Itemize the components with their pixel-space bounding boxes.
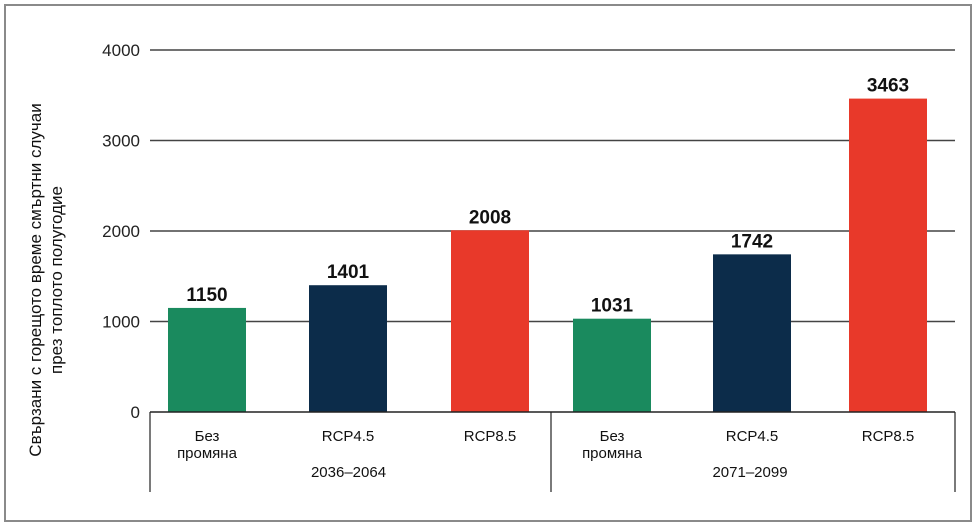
group-label: 2036–2064 [311, 464, 386, 481]
bar [713, 254, 791, 412]
category-label: Без [600, 428, 625, 445]
y-tick-label: 2000 [102, 222, 140, 241]
bar [573, 318, 651, 412]
data-label: 3463 [867, 76, 909, 97]
data-label: 2008 [469, 207, 511, 228]
category-label: промяна [177, 445, 238, 462]
category-label: Без [195, 428, 220, 445]
category-label: RCP8.5 [464, 428, 517, 445]
grid-lines [150, 49, 955, 323]
data-label: 1031 [591, 296, 634, 317]
y-axis-label-line1: Свързани с горещото време смъртни случаи [26, 103, 45, 456]
y-tick-label: 4000 [102, 41, 140, 60]
y-axis-label-line2: през топлото полугодие [47, 186, 66, 374]
y-tick-label: 0 [131, 403, 140, 422]
bar [168, 307, 246, 412]
data-label: 1742 [731, 231, 773, 252]
bar [849, 98, 927, 412]
data-label: 1150 [186, 285, 227, 306]
y-tick-label: 1000 [102, 313, 140, 332]
bar [451, 230, 529, 412]
data-label: 1401 [327, 262, 370, 283]
category-label: RCP4.5 [322, 428, 375, 445]
category-label: RCP4.5 [726, 428, 779, 445]
y-tick-label: 3000 [102, 132, 140, 151]
bar [309, 285, 387, 412]
category-label: RCP8.5 [862, 428, 915, 445]
data-labels: 1150 1401 2008 1031 1742 3463 [186, 76, 909, 317]
group-label: 2071–2099 [712, 464, 787, 481]
bars [168, 98, 927, 412]
x-axis [149, 411, 956, 492]
group-labels: 2036–2064 2071–2099 [311, 464, 788, 481]
category-label: промяна [582, 445, 643, 462]
y-tick-labels: 0 1000 2000 3000 4000 [102, 41, 140, 422]
